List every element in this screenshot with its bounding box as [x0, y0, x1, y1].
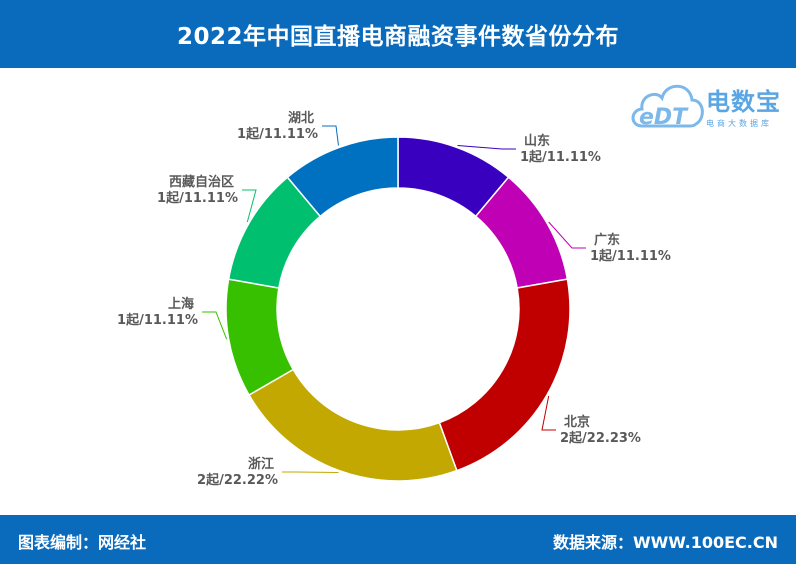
- slice-value-label-3: 2起/22.23%: [560, 430, 641, 446]
- donut-chart: 山东1起/11.11%广东1起/11.11%北京2起/22.23%浙江2起/22…: [117, 111, 671, 488]
- leader-line-3: [541, 395, 556, 431]
- slice-value-label-4: 2起/22.22%: [197, 472, 278, 488]
- slice-value-label-2: 1起/11.11%: [590, 248, 671, 264]
- logo-mark: eDT: [639, 105, 689, 130]
- logo-subtitle: 电商大数据库: [706, 119, 772, 128]
- donut-slice-4: [248, 368, 458, 482]
- leader-line-1: [457, 144, 516, 150]
- slice-value-label-5: 1起/11.11%: [117, 312, 198, 328]
- slice-value-label-7: 1起/11.11%: [237, 126, 318, 142]
- chart-area: 山东 1起/11.11% 广东 1起/11.11% 北京 2起/22.23% 浙江 2起/22…: [0, 68, 796, 515]
- leader-line-4: [282, 471, 339, 474]
- leader-line-2: [548, 221, 586, 249]
- slice-name-label-5: 上海: [168, 296, 194, 312]
- cloud-logo-icon: eDT: [631, 84, 704, 130]
- leader-line-5: [202, 311, 228, 340]
- slice-name-label-7: 湖北: [288, 111, 314, 126]
- slice-name-label-2: 广东: [594, 232, 620, 248]
- footer-credit: 图表编制：网经社: [18, 533, 147, 552]
- footer-bar: 图表编制：网经社 数据来源：WWW.100EC.CN: [0, 515, 796, 564]
- slice-value-label-6: 1起/11.11%: [157, 190, 238, 206]
- logo: eDT 电数宝 电商大数据库: [628, 74, 794, 138]
- donut-slice-7: [286, 136, 399, 218]
- slice-name-label-3: 北京: [564, 414, 590, 430]
- logo-name: 电数宝: [706, 88, 781, 116]
- header-bar: 2022年中国直播电商融资事件数省份分布: [0, 0, 796, 68]
- slice-name-label-4: 浙江: [248, 456, 274, 472]
- footer-source: 数据来源：WWW.100EC.CN: [552, 533, 778, 552]
- chart-title: 2022年中国直播电商融资事件数省份分布: [176, 24, 619, 50]
- leader-line-6: [242, 189, 257, 223]
- slice-name-label-6: 西藏自治区: [169, 174, 234, 190]
- leader-line-7: [322, 125, 339, 146]
- slice-value-label-1: 1起/11.11%: [520, 149, 601, 165]
- slice-name-label-1: 山东: [524, 133, 550, 149]
- donut-slice-3: [438, 278, 571, 472]
